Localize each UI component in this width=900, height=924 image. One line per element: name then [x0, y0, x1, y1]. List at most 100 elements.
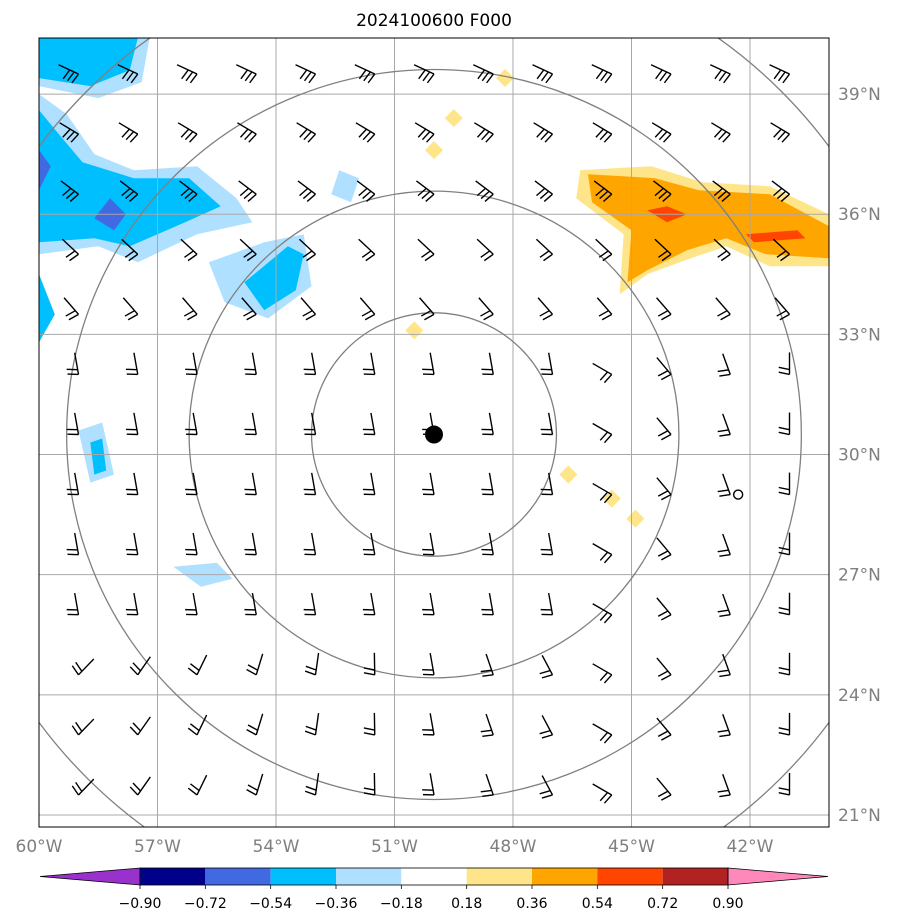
shaded-spot-yellow — [496, 69, 515, 88]
wind-barb-shaft — [133, 532, 139, 555]
wind-barb — [778, 712, 791, 736]
wind-barb-flag — [124, 310, 135, 317]
wind-barb — [304, 712, 320, 736]
wind-barb-shaft — [592, 362, 613, 376]
wind-barb-shaft — [722, 593, 731, 615]
wind-barb-flag — [482, 674, 494, 677]
wind-barb-shaft — [656, 417, 672, 435]
wind-barb-flag — [544, 133, 554, 143]
wind-barb-shaft — [359, 297, 376, 315]
wind-barb-shaft — [547, 352, 554, 375]
wind-barb-flag — [363, 727, 375, 731]
wind-barb-flag — [603, 434, 613, 444]
wind-barb-flag — [180, 187, 190, 197]
y-tick-label: 27°N — [838, 566, 881, 586]
wind-barb-flag — [720, 253, 731, 262]
wind-barb-flag — [418, 69, 426, 80]
wind-barb-flag — [305, 665, 317, 671]
wind-barb — [540, 592, 554, 616]
wind-barb — [182, 297, 198, 321]
wind-barb-flag — [129, 193, 139, 202]
wind-barb-flag — [778, 551, 790, 556]
wind-barb-shaft — [60, 180, 79, 195]
wind-barb — [422, 773, 435, 796]
wind-barb — [592, 663, 613, 684]
wind-barb-flag — [421, 250, 431, 258]
wind-barb-shaft — [488, 532, 494, 555]
wind-barb — [656, 717, 672, 741]
colorbar-tick-label: −0.36 — [315, 896, 358, 912]
wind-barb-flag — [778, 731, 790, 736]
wind-barb — [356, 180, 376, 202]
wind-barb-flag — [70, 133, 80, 143]
wind-barb-flag — [657, 430, 669, 437]
x-tick-label: 57°W — [134, 837, 181, 857]
wind-barb — [362, 592, 376, 616]
wind-barb-shaft — [488, 472, 494, 495]
wind-barb-shaft — [429, 773, 435, 796]
wind-barb — [185, 352, 198, 376]
wind-barb — [71, 718, 95, 736]
wind-barb-shaft — [710, 64, 731, 75]
wind-barb-shaft — [722, 533, 731, 555]
wind-barb-flag — [536, 69, 545, 80]
wind-barb-flag — [717, 609, 729, 613]
wind-barb-shaft — [314, 773, 320, 796]
wind-barb-shaft — [58, 64, 79, 75]
x-axis: 60°W 57°W 54°W 51°W 48°W 45°W 42°W — [16, 837, 774, 857]
wind-barb-flag — [717, 789, 729, 793]
wind-barb-shaft — [133, 472, 139, 495]
y-tick-label: 30°N — [838, 446, 881, 466]
wind-barb-flag — [599, 431, 609, 441]
wind-barb-shaft — [59, 122, 79, 135]
wind-barb-flag — [781, 133, 791, 143]
wind-barb-flag — [603, 193, 613, 202]
wind-barb — [122, 297, 139, 321]
wind-barb — [717, 653, 731, 678]
wind-barb-flag — [661, 313, 672, 321]
colorbar-tick-label: 0.90 — [712, 896, 743, 912]
colorbar-tick-label: −0.72 — [184, 896, 227, 912]
wind-barb-flag — [717, 489, 729, 493]
wind-barb-flag — [480, 250, 491, 258]
wind-barb-flag — [719, 794, 731, 798]
wind-barb — [650, 64, 672, 84]
wind-barb — [476, 238, 494, 262]
wind-barb-flag — [539, 790, 551, 795]
wind-barb — [481, 412, 494, 436]
wind-barb-flag — [602, 253, 613, 262]
wind-barb-shaft — [476, 238, 494, 255]
wind-barb-flag — [247, 193, 257, 202]
wind-barb-shaft — [488, 352, 494, 375]
wind-barb — [778, 592, 791, 616]
wind-barb-shaft — [370, 412, 376, 435]
wind-barb-flag — [778, 366, 790, 371]
wind-barb-flag — [778, 431, 790, 436]
wind-barb — [717, 353, 731, 377]
x-tick-label: 48°W — [490, 837, 537, 857]
wind-barb-shaft — [656, 537, 672, 556]
wind-barb — [770, 122, 791, 143]
wind-barb-shaft — [416, 180, 435, 195]
wind-barb-flag — [361, 310, 372, 317]
wind-barb-flag — [480, 729, 492, 733]
wind-barb — [187, 714, 208, 736]
wind-barb-flag — [717, 549, 729, 553]
wind-barb-flag — [719, 674, 731, 678]
wind-barb-flag — [661, 253, 672, 262]
shaded-region-orange-north-east — [588, 174, 829, 283]
wind-barb-flag — [657, 370, 669, 377]
wind-barb-flag — [306, 193, 316, 202]
wind-barb-flag — [543, 253, 553, 262]
wind-barb-flag — [714, 69, 723, 80]
wind-barb — [413, 64, 435, 84]
wind-barb-flag — [778, 727, 790, 731]
wind-barb — [359, 297, 376, 321]
wind-barb — [480, 713, 494, 737]
wind-barb — [237, 122, 257, 143]
wind-barb-flag — [660, 554, 672, 561]
wind-barb-shaft — [485, 773, 494, 796]
wind-barb-flag — [129, 726, 139, 736]
wind-barb-shaft — [478, 297, 494, 315]
